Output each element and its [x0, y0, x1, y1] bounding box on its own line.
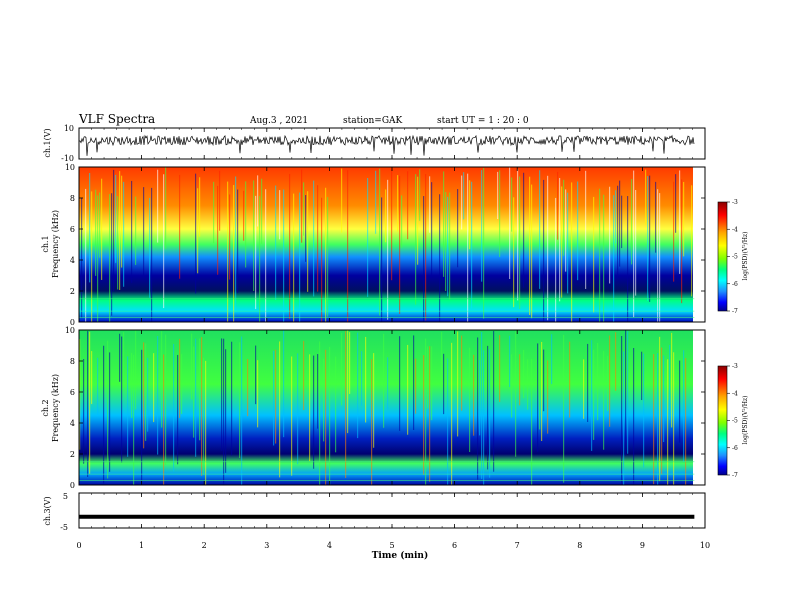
- ch1-colorbar-tick: -7: [732, 308, 738, 315]
- ch2-colorbar: -3 -4 -5 -6 -7 log(PSD)(V²/Hz): [717, 363, 749, 479]
- ch2-colorbar-tick: -3: [732, 363, 738, 370]
- x-tick-label: 2: [202, 541, 207, 550]
- ch1-spec-ytick-label: 8: [70, 194, 75, 203]
- x-tick-label: 10: [700, 541, 710, 550]
- ch1-colorbar-tick: -5: [732, 254, 738, 261]
- ch2-spec-ylabel-line1: ch.2: [41, 399, 50, 416]
- ch2-colorbar-tick: -4: [732, 390, 738, 397]
- x-tick-label: 9: [640, 541, 645, 550]
- ch1-waveform-panel: ch.1(V) 10 -10: [43, 124, 706, 163]
- x-tick-label: 1: [139, 541, 144, 550]
- ch2-colorbar-tick: -5: [732, 418, 738, 425]
- chart-title: VLF Spectra: [78, 112, 155, 126]
- ch2-spec-ytick-label: 10: [65, 326, 75, 335]
- x-tick-label: 7: [515, 541, 520, 550]
- x-tick-label: 0: [76, 541, 81, 550]
- x-tick-label: 4: [327, 541, 332, 550]
- start-time-label: start UT = 1 : 20 : 0: [437, 116, 529, 126]
- ch1-spec-ylabel-line2: Frequency (kHz): [51, 210, 60, 278]
- x-axis-label: Time (min): [372, 550, 429, 561]
- ch1-waveform-trace: [78, 134, 695, 156]
- ch1-spectrogram-panel: ch.1 Frequency (kHz) 0 2 4 6 8 10: [41, 163, 706, 327]
- ch2-spec-ytick-label: 0: [70, 481, 75, 490]
- ch1-colorbar-tick: -3: [732, 199, 738, 206]
- x-tick-label: 8: [577, 541, 582, 550]
- ch1-colorbar: -3 -4 -5 -6 -7 log(PSD)(V²/Hz): [717, 199, 749, 315]
- ch1-ytick-top: 10: [64, 124, 74, 133]
- ch3-ylabel: ch.3(V): [43, 496, 52, 525]
- ch2-spectrogram-panel: ch.2 Frequency (kHz) 0 2 4 6 8 10: [41, 326, 706, 490]
- x-tick-label: 3: [264, 541, 269, 550]
- ch1-ylabel: ch.1(V): [43, 128, 52, 157]
- ch1-spec-ytick-label: 2: [70, 287, 75, 296]
- station-label: station=GAK: [343, 116, 403, 126]
- ch3-waveform-panel: ch.3(V) 5 -5: [43, 492, 706, 532]
- ch2-spec-ytick-label: 4: [70, 419, 75, 428]
- ch1-colorbar-tick: -4: [732, 226, 738, 233]
- ch1-colorbar-label: log(PSD)(V²/Hz): [742, 232, 749, 281]
- ch1-spec-ylabel-line1: ch.1: [41, 235, 50, 252]
- date-label: Aug.3 , 2021: [249, 116, 308, 126]
- ch2-colorbar-tick: -6: [732, 445, 738, 452]
- ch2-colorbar-label: log(PSD)(V²/Hz): [742, 396, 749, 445]
- ch2-spec-ylabel-line2: Frequency (kHz): [51, 374, 60, 442]
- ch2-spec-ytick-label: 2: [70, 450, 75, 459]
- x-tick-label: 5: [389, 541, 394, 550]
- ch3-ytick-top: 5: [63, 492, 68, 501]
- ch1-spec-ytick-label: 4: [70, 256, 75, 265]
- ch2-spec-ytick-label: 6: [70, 388, 75, 397]
- ch2-colorbar-tick: -7: [732, 472, 738, 479]
- ch1-spec-ytick-label: 10: [65, 163, 75, 172]
- ch1-spec-ytick-label: 0: [70, 318, 75, 327]
- ch2-spec-ytick-label: 8: [70, 357, 75, 366]
- time-axis: 0 1 2 3 4 5 6 7 8 9 10: [76, 128, 710, 550]
- ch1-spec-ytick-label: 6: [70, 225, 75, 234]
- ch1-colorbar-tick: -6: [732, 281, 738, 288]
- x-tick-label: 6: [452, 541, 457, 550]
- ch1-ytick-bottom: -10: [61, 154, 74, 163]
- ch3-ytick-bottom: -5: [60, 523, 68, 532]
